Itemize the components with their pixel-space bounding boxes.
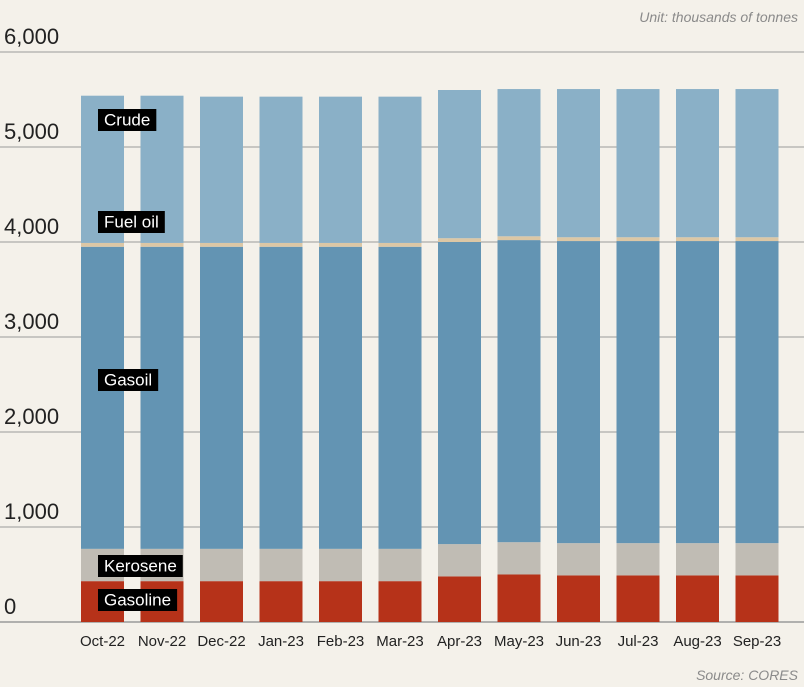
x-tick-label: Apr-23 xyxy=(437,633,482,650)
bar-segment-fuel-oil xyxy=(497,236,541,241)
x-tick-label: Sep-23 xyxy=(733,633,781,650)
bar-segment-gasoil xyxy=(319,246,362,549)
label-box xyxy=(98,109,157,131)
bar-segment-crude xyxy=(497,89,541,237)
bar-segment-crude xyxy=(378,96,422,243)
bar-segment-gasoil xyxy=(497,240,541,543)
bar-segment-fuel-oil xyxy=(438,238,481,242)
bar-segment-gasoil xyxy=(438,242,481,545)
bar-segment-fuel-oil xyxy=(557,237,600,242)
bar-segment-kerosene xyxy=(378,548,422,582)
bar-segment-kerosene xyxy=(438,544,481,577)
bar-segment-gasoil xyxy=(557,241,600,544)
y-tick-label: 6,000 xyxy=(4,24,59,49)
series-labels: Crude Fuel oil Gasoil Kerosene Gasoline xyxy=(98,109,183,611)
bar-segment-gasoline xyxy=(735,575,779,622)
bar-segment-crude xyxy=(319,96,362,243)
bar-segment-fuel-oil xyxy=(319,242,362,247)
bar-segment-crude xyxy=(557,89,600,238)
bar-segment-gasoil xyxy=(735,241,779,544)
unit-note: Unit: thousands of tonnes xyxy=(639,9,798,25)
x-tick-label: Dec-22 xyxy=(197,633,245,650)
bar-segment-fuel-oil xyxy=(676,237,719,242)
bar-segment-kerosene xyxy=(200,548,243,582)
bar-segment-gasoil xyxy=(616,241,660,544)
label-text: Kerosene xyxy=(104,557,177,576)
y-tick-label: 4,000 xyxy=(4,214,59,239)
label-box xyxy=(98,555,183,577)
bar-segment-crude xyxy=(735,89,779,238)
series-label-gasoil: Gasoil xyxy=(98,369,159,391)
bar-segment-fuel-oil xyxy=(378,242,422,247)
y-tick-label: 2,000 xyxy=(4,404,59,429)
y-tick-label: 0 xyxy=(4,594,16,619)
x-axis-ticks: Oct-22 Nov-22 Dec-22 Jan-23 Feb-23 Mar-23 Apr-… xyxy=(80,633,781,650)
bar-segment-gasoline xyxy=(259,581,303,622)
x-tick-label: Jun-23 xyxy=(556,633,602,650)
bar-segment-kerosene xyxy=(259,548,303,582)
bar-segment-fuel-oil xyxy=(259,242,303,247)
y-tick-label: 5,000 xyxy=(4,119,59,144)
bar-segment-kerosene xyxy=(616,543,660,576)
bar-segment-gasoil xyxy=(200,246,243,549)
bar-segment-gasoil xyxy=(676,241,719,544)
series-label-kerosene: Kerosene xyxy=(98,555,183,577)
x-tick-label: Feb-23 xyxy=(317,633,365,650)
series-label-gasoline: Gasoline xyxy=(98,589,178,611)
x-tick-label: May-23 xyxy=(494,633,544,650)
bar-segment-fuel-oil xyxy=(140,242,184,247)
label-text: Fuel oil xyxy=(104,213,159,232)
bar-segment-kerosene xyxy=(676,543,719,576)
y-tick-label: 3,000 xyxy=(4,309,59,334)
bar-segment-crude xyxy=(200,96,243,243)
x-tick-label: Nov-22 xyxy=(138,633,186,650)
bar-segment-crude xyxy=(438,90,481,239)
label-text: Gasoil xyxy=(104,371,152,390)
y-tick-label: 1,000 xyxy=(4,499,59,524)
bar-segment-crude xyxy=(616,89,660,238)
bar-segment-gasoil xyxy=(378,246,422,549)
label-text: Gasoline xyxy=(104,591,171,610)
bar-segment-crude xyxy=(676,89,719,238)
bar-segment-gasoil xyxy=(140,246,184,549)
bar-segment-gasoline xyxy=(497,574,541,622)
bar-segment-gasoline xyxy=(438,576,481,622)
bar-segment-gasoil xyxy=(259,246,303,549)
series-label-fuel-oil: Fuel oil xyxy=(98,211,165,233)
bar-segment-crude xyxy=(259,96,303,243)
x-tick-label: Aug-23 xyxy=(673,633,721,650)
x-tick-label: Jan-23 xyxy=(258,633,304,650)
bar-segment-kerosene xyxy=(319,548,362,582)
label-box xyxy=(98,211,165,233)
bar-segment-kerosene xyxy=(735,543,779,576)
bar-segment-gasoline xyxy=(200,581,243,622)
bar-segment-gasoline xyxy=(557,575,600,622)
x-tick-label: Jul-23 xyxy=(618,633,659,650)
bar-segment-gasoline xyxy=(378,581,422,622)
bar-segment-gasoline xyxy=(319,581,362,622)
bar-segment-kerosene xyxy=(497,542,541,575)
bar-segment-kerosene xyxy=(557,543,600,576)
x-tick-label: Oct-22 xyxy=(80,633,125,650)
label-box xyxy=(98,369,159,391)
source-note: Source: CORES xyxy=(696,667,799,683)
bar-segment-gasoline xyxy=(676,575,719,622)
bar-segment-fuel-oil xyxy=(735,237,779,242)
bar-segment-gasoline xyxy=(616,575,660,622)
series-label-crude: Crude xyxy=(98,109,157,131)
bar-segment-fuel-oil xyxy=(200,242,243,247)
bar-segment-fuel-oil xyxy=(81,242,124,247)
y-axis-ticks: 0 1,000 2,000 3,000 4,000 5,000 6,000 xyxy=(4,24,59,619)
label-text: Crude xyxy=(104,111,150,130)
bar-segment-gasoil xyxy=(81,246,124,549)
bar-segment-fuel-oil xyxy=(616,237,660,242)
label-box xyxy=(98,589,178,611)
x-tick-label: Mar-23 xyxy=(376,633,424,650)
